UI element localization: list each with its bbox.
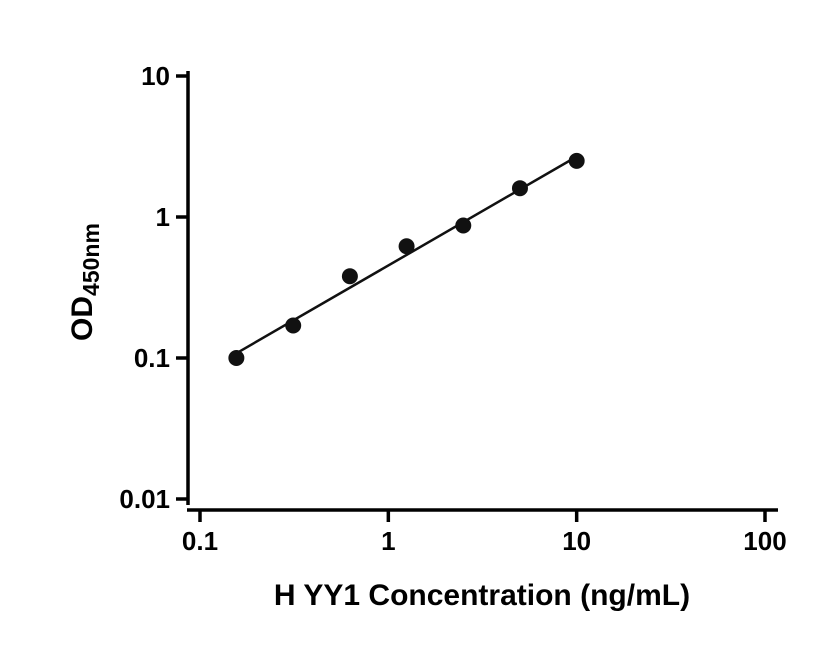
axes-layer: 0.1 1 10 100 0.01 0.1 1 10 — [119, 61, 786, 556]
y-tick-label: 1 — [156, 202, 170, 232]
data-point — [455, 217, 472, 234]
y-tick-label: 10 — [141, 61, 170, 91]
x-tick-label: 0.1 — [182, 526, 218, 556]
data-point — [398, 238, 415, 255]
data-layer — [228, 152, 585, 366]
x-tick-label: 1 — [381, 526, 395, 556]
y-axis-title-subscript: 450nm — [78, 223, 104, 296]
y-tick-label: 0.1 — [134, 343, 170, 373]
y-axis-title-main: OD — [66, 296, 99, 341]
x-tick-label: 100 — [743, 526, 786, 556]
y-tick-label: 0.01 — [119, 484, 170, 514]
elisa-standard-curve-figure: 0.1 1 10 100 0.01 0.1 1 10 H YY1 Concentration … — [40, 16, 816, 656]
standard-curve-chart: 0.1 1 10 100 0.01 0.1 1 10 H YY1 Concentration … — [66, 61, 787, 612]
data-point — [341, 268, 358, 285]
data-point — [511, 180, 528, 197]
x-axis-title: H YY1 Concentration (ng/mL) — [274, 579, 690, 612]
data-point — [228, 350, 245, 366]
data-point — [285, 317, 302, 334]
data-point — [568, 152, 585, 169]
y-axis-title: OD450nm — [66, 223, 104, 341]
x-tick-label: 10 — [562, 526, 591, 556]
